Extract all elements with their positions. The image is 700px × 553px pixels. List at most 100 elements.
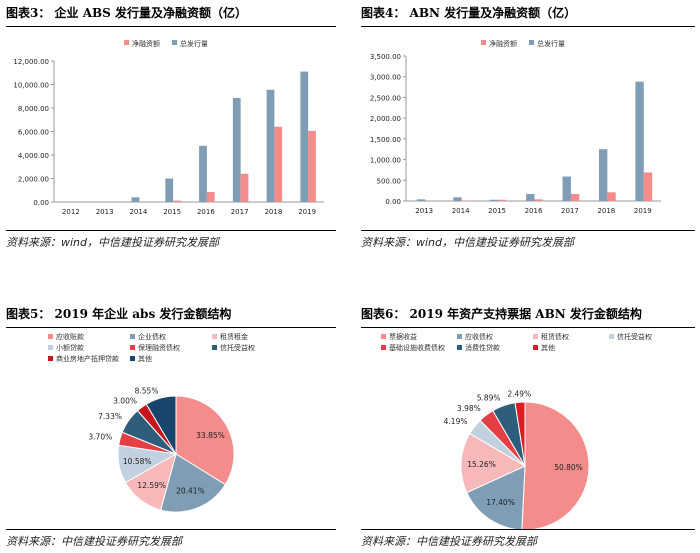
- y-tick-label: 500.00: [377, 177, 402, 185]
- x-tick-label: 2013: [415, 207, 433, 215]
- pie-slice: [514, 401, 526, 467]
- y-tick-label: 12,000.00: [13, 58, 49, 66]
- bar: [607, 192, 616, 201]
- slice-label: 17.40%: [486, 498, 515, 507]
- bar: [453, 197, 462, 201]
- legend-swatch: [130, 356, 135, 361]
- slice-label: 3.98%: [457, 404, 481, 413]
- source-rule: [361, 230, 695, 231]
- source-rule: [6, 529, 336, 530]
- x-tick-label: 2014: [452, 207, 470, 215]
- slice-label: 15.26%: [467, 460, 496, 469]
- slice-label: 12.59%: [137, 481, 166, 490]
- slice-label: 33.85%: [196, 431, 225, 440]
- pie-slice: [160, 453, 226, 513]
- slice-label: 2.49%: [507, 389, 531, 398]
- legend-swatch: [212, 334, 217, 339]
- legend-swatch: [130, 334, 135, 339]
- legend-swatch: [381, 345, 386, 350]
- bar: [173, 200, 181, 202]
- panel-title: 图表4： ABN 发行量及净融资额（亿）: [361, 6, 577, 20]
- y-tick-label: 4,000.00: [18, 152, 49, 160]
- x-tick-label: 2019: [298, 208, 316, 216]
- panel-abs-pie: 图表5： 2019 年企业 abs 发行金额结构 应收账款 企业债权 租赁租金 小额贷…: [6, 305, 336, 550]
- bar: [266, 89, 275, 202]
- slice-label: 4.19%: [444, 417, 468, 426]
- pie-slice: [145, 395, 177, 456]
- y-tick-label: 1,500.00: [370, 136, 401, 144]
- legend-label: 总发行量: [180, 39, 208, 48]
- pie-slice: [466, 465, 526, 529]
- x-tick-label: 2012: [62, 208, 80, 216]
- legend-swatch: [529, 40, 534, 45]
- panel-title: 图表5： 2019 年企业 abs 发行金额结构: [6, 307, 232, 321]
- bar: [498, 199, 507, 201]
- bar: [526, 193, 535, 201]
- y-tick-label: 2,000.00: [18, 176, 49, 184]
- panel-abn-pie: 图表6： 2019 年资产支持票据 ABN 发行金额结构 票据收益 应收债权 租赁债…: [361, 305, 695, 550]
- legend-label: 信托受益权: [220, 343, 255, 352]
- panel-title: 图表3： 企业 ABS 发行量及净融资额（亿）: [6, 6, 248, 20]
- title-rule: [6, 327, 336, 328]
- source-note: 资料来源：中信建投证券研究发展部: [6, 535, 182, 548]
- legend-swatch: [381, 334, 386, 339]
- source-note: 资料来源：wind，中信建投证券研究发展部: [361, 236, 575, 249]
- bar: [570, 193, 580, 201]
- bar: [534, 199, 543, 201]
- legend-label: 基础设施收费债权: [389, 343, 445, 352]
- legend-label: 净融资额: [132, 39, 160, 48]
- slice-label: 10.58%: [123, 457, 152, 466]
- bar: [199, 145, 207, 202]
- legend-swatch: [130, 345, 135, 350]
- legend-label: 应收账款: [56, 332, 84, 341]
- legend-swatch: [48, 334, 53, 339]
- x-tick-label: 2018: [597, 207, 615, 215]
- y-tick-label: 3,500.00: [370, 53, 401, 61]
- slice-label: 8.55%: [135, 386, 159, 395]
- bar: [489, 199, 499, 201]
- bar: [300, 71, 309, 202]
- legend-label: 其他: [138, 354, 152, 363]
- y-tick-label: 10,000.00: [13, 82, 49, 90]
- source-note: 资料来源：wind，中信建投证券研究发展部: [6, 236, 220, 249]
- slice-label: 20.41%: [176, 487, 205, 496]
- legend-label: 应收债权: [465, 332, 493, 341]
- slice-label: 3.00%: [113, 397, 137, 406]
- x-tick-label: 2017: [231, 208, 249, 216]
- panel-title: 图表6： 2019 年资产支持票据 ABN 发行金额结构: [361, 307, 642, 321]
- bar: [562, 176, 571, 201]
- legend-swatch: [457, 345, 462, 350]
- bar: [643, 172, 653, 201]
- bar: [240, 173, 249, 202]
- legend-swatch: [533, 345, 538, 350]
- slice-label: 5.89%: [477, 393, 501, 402]
- source-note: 资料来源：中信建投证券研究发展部: [361, 535, 537, 548]
- legend-label: 净融资额: [489, 39, 517, 48]
- x-tick-label: 2017: [561, 207, 579, 215]
- legend-label: 总发行量: [537, 39, 565, 48]
- abn-bar-chart: 净融资额 总发行量 0.00 500.00 1,000.00 1,500.00 2,000.…: [370, 39, 661, 215]
- panel-abs-bar: 图表3： 企业 ABS 发行量及净融资额（亿） 净融资额 总发行量 0.00 2,00…: [6, 4, 336, 249]
- legend-label: 租赁债权: [541, 332, 569, 341]
- title-rule: [361, 26, 695, 27]
- legend-label: 其他: [541, 343, 555, 352]
- abs-bar-chart: 净融资额 总发行量 0.00 2,000.00 4,000.00 6,000.00 8,00…: [13, 39, 324, 216]
- bar: [232, 98, 241, 202]
- title-rule: [6, 26, 336, 27]
- x-tick-label: 2015: [488, 207, 506, 215]
- legend-label: 信托受益权: [617, 332, 652, 341]
- legend-label: 票据收益: [389, 332, 417, 341]
- y-tick-label: 0.00: [385, 198, 401, 206]
- x-tick-label: 2016: [525, 207, 543, 215]
- pie-slice: [521, 401, 590, 529]
- bar: [206, 192, 215, 202]
- bar: [598, 149, 608, 201]
- x-tick-label: 2014: [129, 208, 147, 216]
- slice-label: 3.70%: [88, 432, 112, 441]
- title-rule: [361, 327, 695, 328]
- legend-swatch: [48, 356, 53, 361]
- x-tick-label: 2016: [197, 208, 215, 216]
- y-tick-label: 0.00: [33, 199, 49, 207]
